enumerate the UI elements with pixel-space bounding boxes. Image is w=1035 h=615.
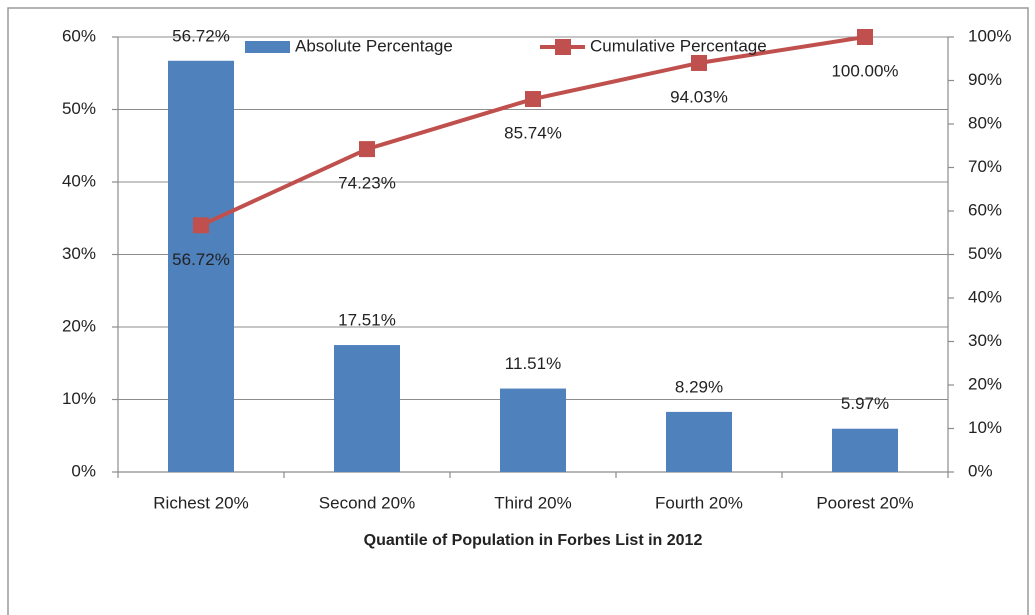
y2-tick-label: 80% <box>968 113 1002 132</box>
x-axis-title: Quantile of Population in Forbes List in… <box>364 532 703 549</box>
legend-label: Cumulative Percentage <box>590 36 767 55</box>
y-tick-label: 10% <box>62 389 96 408</box>
line-marker <box>359 141 375 158</box>
bar <box>666 411 732 472</box>
data-label: 11.51% <box>505 354 561 373</box>
data-label: 100.00% <box>831 61 898 80</box>
y2-tick-label: 50% <box>968 244 1002 263</box>
line-marker <box>691 54 707 71</box>
y2-tick-label: 40% <box>968 287 1002 306</box>
x-tick-label: Second 20% <box>319 493 415 512</box>
y-tick-label: 50% <box>62 99 96 118</box>
data-label: 94.03% <box>670 87 728 106</box>
y-tick-label: 0% <box>71 461 96 480</box>
data-label: 74.23% <box>338 174 396 193</box>
x-tick-label: Richest 20% <box>153 493 248 512</box>
line-marker <box>193 217 209 234</box>
data-label: 85.74% <box>504 124 562 143</box>
bar <box>832 428 898 472</box>
x-tick-label: Poorest 20% <box>816 493 913 512</box>
y-tick-label: 20% <box>62 316 96 335</box>
chart-border <box>7 7 1029 615</box>
y2-tick-label: 90% <box>968 70 1002 89</box>
bar <box>334 345 400 472</box>
y2-tick-label: 30% <box>968 331 1002 350</box>
y-tick-label: 40% <box>62 171 96 190</box>
y2-tick-label: 100% <box>968 26 1011 45</box>
data-label: 8.29% <box>675 377 723 396</box>
data-label: 17.51% <box>338 311 396 330</box>
data-label: 56.72% <box>172 26 230 45</box>
legend-marker <box>555 39 571 55</box>
y2-tick-label: 10% <box>968 418 1002 437</box>
y2-tick-label: 0% <box>968 461 993 480</box>
y-tick-label: 60% <box>62 26 96 45</box>
legend-label: Absolute Percentage <box>295 36 453 55</box>
y-tick-label: 30% <box>62 244 96 263</box>
data-label: 5.97% <box>841 394 889 413</box>
x-tick-label: Third 20% <box>494 493 571 512</box>
data-label: 56.72% <box>172 250 230 269</box>
y2-tick-label: 60% <box>968 200 1002 219</box>
x-tick-label: Fourth 20% <box>655 493 743 512</box>
line-marker <box>857 29 873 45</box>
y2-tick-label: 20% <box>968 374 1002 393</box>
line-marker <box>525 91 541 108</box>
bar <box>500 388 566 472</box>
y2-tick-label: 70% <box>968 157 1002 176</box>
bar <box>168 60 234 472</box>
legend-swatch <box>245 41 290 53</box>
